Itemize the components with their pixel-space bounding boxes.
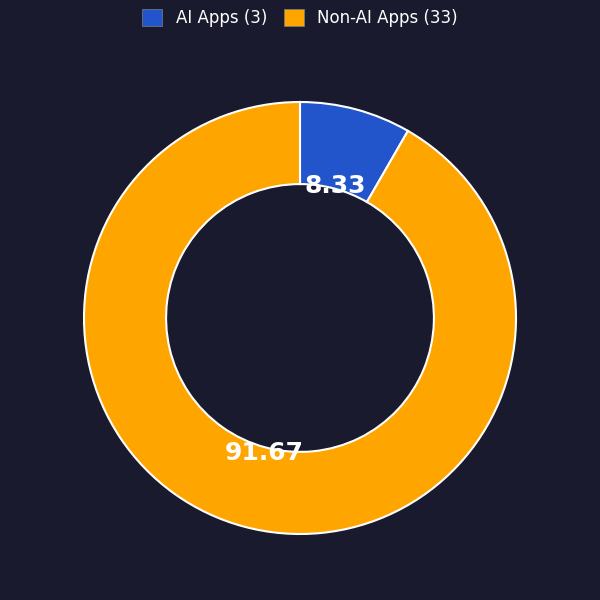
Legend: AI Apps (3), Non-AI Apps (33): AI Apps (3), Non-AI Apps (33) <box>136 2 464 34</box>
Wedge shape <box>84 102 516 534</box>
Text: 8.33: 8.33 <box>305 174 366 198</box>
Text: 91.67: 91.67 <box>224 441 303 465</box>
Wedge shape <box>300 102 408 202</box>
